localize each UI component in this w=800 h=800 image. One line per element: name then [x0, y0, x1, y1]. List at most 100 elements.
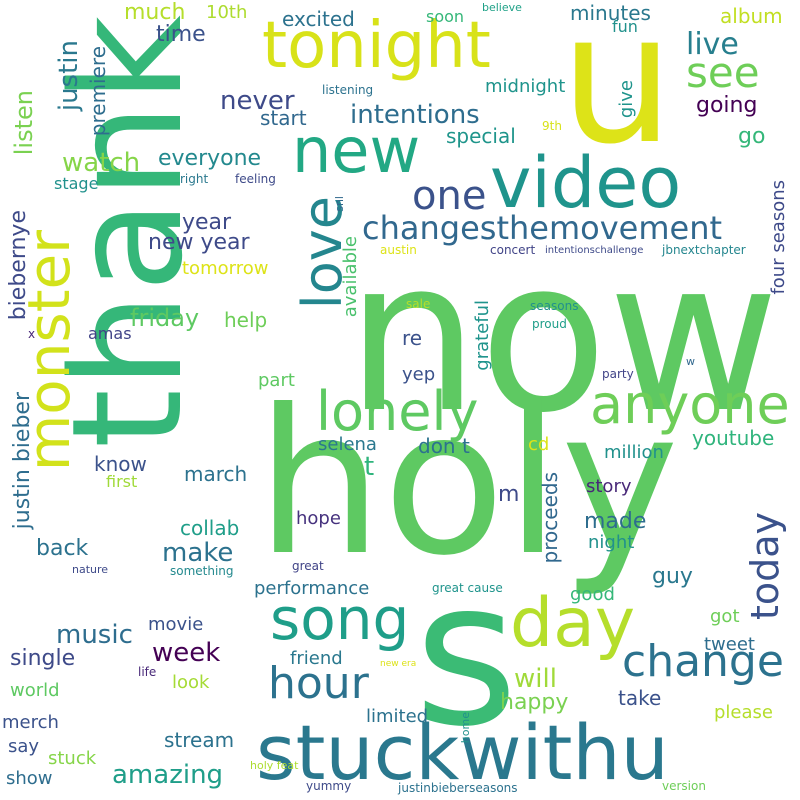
word-intentionschallenge: intentionschallenge	[545, 245, 644, 256]
word-see: see	[686, 48, 760, 97]
word-friday: friday	[130, 304, 200, 332]
word-minutes: minutes	[570, 1, 651, 25]
word-amas: amas	[88, 324, 132, 343]
word-soon: soon	[426, 7, 465, 26]
word-take: take	[618, 686, 662, 710]
word-special: special	[446, 124, 516, 148]
word-yummy: yummy	[306, 779, 352, 793]
word-w: w	[686, 355, 695, 368]
word-watch: watch	[62, 148, 141, 178]
word-jbnextchapter: jbnextchapter	[662, 243, 746, 257]
word-week: week	[152, 638, 221, 668]
word-single: single	[10, 646, 76, 671]
word-proud: proud	[532, 317, 567, 331]
word-something: something	[170, 564, 234, 578]
word-sale: sale	[406, 297, 431, 311]
word-million: million	[604, 442, 664, 463]
word-start: start	[260, 106, 307, 130]
word-part: part	[258, 370, 295, 391]
word-collab: collab	[180, 516, 240, 540]
word-snl: snl	[333, 196, 346, 212]
word-excited: excited	[282, 7, 355, 31]
word-change: change	[622, 636, 784, 687]
word-amazing: amazing	[112, 760, 224, 790]
word-story: story	[586, 476, 632, 497]
word-tonight: tonight	[262, 9, 491, 83]
word-stage: stage	[54, 174, 99, 193]
word-justin-bieber: justin bieber	[10, 392, 35, 530]
word-listening: listening	[322, 83, 374, 97]
word-will: will	[514, 664, 557, 694]
word-show: show	[6, 768, 53, 789]
word-intentions: intentions	[350, 100, 480, 130]
word-look: look	[172, 672, 210, 693]
word-merch: merch	[2, 712, 59, 733]
word-nature: nature	[72, 563, 109, 576]
word-premiere: premiere	[86, 46, 110, 137]
word-u: u	[560, 0, 675, 184]
word-performance: performance	[254, 578, 370, 599]
word-guy: guy	[652, 564, 693, 589]
word-going: going	[696, 93, 758, 118]
word-go: go	[738, 124, 766, 149]
word-year: year	[182, 210, 232, 235]
word-song: song	[270, 585, 410, 653]
word-right: right	[180, 172, 209, 186]
word-limited: limited	[366, 706, 429, 727]
word-stuckwithu: stuckwithu	[256, 708, 669, 797]
word-grateful: grateful	[472, 300, 493, 371]
word-changesthemovement: changesthemovement	[362, 209, 723, 247]
word-happy: happy	[500, 690, 569, 715]
word-much: much	[124, 0, 186, 25]
word-x: x	[28, 327, 36, 341]
word-holy: holy	[256, 367, 680, 600]
word-selena: selena	[318, 434, 377, 455]
word-video: video	[490, 142, 682, 224]
word-available: available	[340, 236, 361, 318]
word-now: now	[346, 214, 780, 459]
word-live: live	[686, 27, 739, 62]
word-new: new	[292, 114, 421, 187]
word-justin: justin	[54, 40, 84, 112]
word-got: got	[710, 606, 740, 627]
word-yep: yep	[402, 364, 436, 385]
word-proceeds: proceeds	[538, 472, 562, 564]
word-hope: hope	[296, 508, 341, 529]
word-hour: hour	[268, 658, 369, 709]
word-please: please	[714, 702, 773, 723]
word-made: made	[584, 509, 647, 534]
word-t: t	[364, 452, 375, 482]
word-lonely: lonely	[316, 380, 479, 443]
word-good: good	[570, 584, 615, 605]
word-tweet: tweet	[704, 634, 755, 655]
word-stuck: stuck	[48, 748, 97, 769]
word-world: world	[10, 680, 60, 701]
word-know: know	[94, 452, 147, 476]
word-first: first	[106, 472, 138, 491]
word-midnight: midnight	[485, 76, 566, 97]
word-night: night	[588, 532, 635, 553]
word-life: life	[138, 665, 157, 679]
word-feeling: feeling	[235, 172, 276, 186]
word-don-t: don t	[418, 434, 470, 458]
word-never: never	[220, 86, 295, 116]
word-give: give	[616, 80, 637, 119]
word-anyone: anyone	[590, 373, 790, 436]
word-four-seasons: four seasons	[768, 180, 789, 295]
word-concert: concert	[490, 243, 536, 257]
word-movie: movie	[148, 614, 204, 635]
word-justinbieberseasons: justinbieberseasons	[398, 781, 518, 795]
word-holy-feat: holy feat	[250, 759, 299, 772]
word-great: great	[292, 559, 324, 573]
word-cd: cd	[528, 434, 550, 455]
word-9th: 9th	[542, 119, 562, 133]
word-everyone: everyone	[158, 146, 262, 171]
word-listen: listen	[10, 90, 38, 156]
word-time: time	[156, 22, 206, 47]
word-make: make	[162, 538, 234, 568]
word-party: party	[602, 367, 634, 381]
word-music: music	[56, 620, 133, 650]
word-m: m	[498, 482, 520, 507]
word-stream: stream	[164, 728, 235, 752]
